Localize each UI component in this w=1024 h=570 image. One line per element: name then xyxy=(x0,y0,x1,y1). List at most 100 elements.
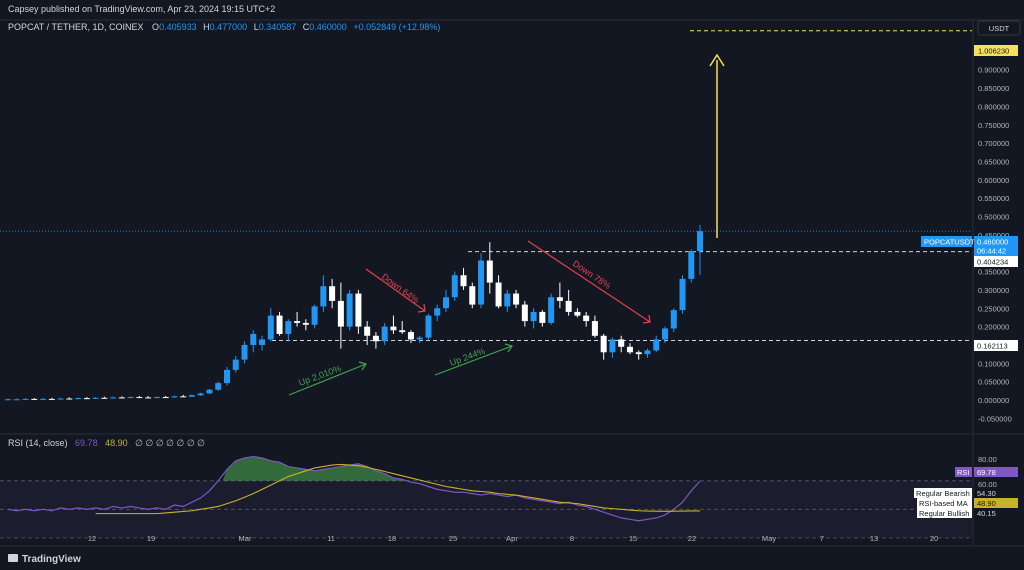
candle-body xyxy=(364,326,371,336)
date-tick-label: 13 xyxy=(870,534,878,543)
bearish-tag-value: 54.30 xyxy=(977,489,996,498)
date-tick-label: 15 xyxy=(629,534,637,543)
candle-body xyxy=(31,398,38,400)
candle-body xyxy=(486,260,493,283)
candle-body xyxy=(188,395,195,397)
candle-body xyxy=(311,306,318,325)
candle-body xyxy=(48,398,55,400)
tv-logo-icon xyxy=(8,554,18,562)
support-tag-text: 0.162113 xyxy=(977,342,1008,351)
currency-badge-text: USDT xyxy=(989,24,1010,33)
low-label: L xyxy=(254,22,259,32)
down-arrow-2-label: Down 78% xyxy=(571,258,613,291)
rsi-title: RSI (14, close) xyxy=(8,438,68,448)
ma-tag-value: 48.90 xyxy=(977,499,996,508)
price-tick-label: 0.450000 xyxy=(978,231,1009,240)
candle-body xyxy=(451,275,458,298)
bullish-tag-value: 40.15 xyxy=(977,509,996,518)
price-tick-label: 0.800000 xyxy=(978,102,1009,111)
candle-body xyxy=(556,297,563,301)
rsi-tag-value-box xyxy=(974,467,1018,477)
candle-body xyxy=(697,231,704,251)
candle-body xyxy=(40,398,47,400)
date-axis[interactable]: 12 19 Mar 11 18 25 Apr 8 15 22 May 7 13 20 xyxy=(88,534,938,543)
up-arrow-2-head xyxy=(504,343,513,353)
high-label: H xyxy=(203,22,210,32)
price-tick-label: 0.050000 xyxy=(978,378,1009,387)
candle-body xyxy=(635,352,642,355)
candle-body xyxy=(294,321,301,323)
rsi-pane[interactable] xyxy=(0,455,972,539)
price-tick-label: 0.750000 xyxy=(978,121,1009,130)
candle-body xyxy=(162,397,169,399)
target-arrow-head xyxy=(709,53,725,67)
horizontal-levels xyxy=(0,30,972,342)
bullish-tag-value-box xyxy=(974,508,1018,518)
price-tick-label: 0.700000 xyxy=(978,139,1009,148)
candle-body xyxy=(513,293,520,305)
currency-badge-box xyxy=(977,20,1021,36)
candle-body xyxy=(153,397,160,399)
close-label: C xyxy=(303,22,310,32)
candle-body xyxy=(504,293,511,307)
last-price-tag-box xyxy=(974,236,1018,256)
countdown-tag-text: 06:44:42 xyxy=(977,247,1006,256)
rsi-axis-tick-60: 60.00 xyxy=(978,480,997,489)
symbol-tag-box xyxy=(921,236,972,247)
candle-body xyxy=(92,397,99,399)
up-arrow-2-line xyxy=(434,345,513,376)
down-arrow-2-head xyxy=(642,314,651,324)
candle-body xyxy=(215,383,222,390)
candle-body xyxy=(57,398,64,400)
candle-body xyxy=(13,399,20,401)
symbol-tag-text: POPCATUSDT xyxy=(924,238,975,247)
candle-body xyxy=(232,359,239,370)
candle-body xyxy=(381,326,388,342)
rsi-overbought-fill xyxy=(222,456,407,481)
candle-body xyxy=(600,335,607,353)
price-tick-label: 0.600000 xyxy=(978,176,1009,185)
header-symbol: POPCAT / TETHER, 1D, COINEX xyxy=(8,22,144,32)
candle-body xyxy=(241,344,248,360)
target-arrow xyxy=(709,53,725,238)
bearish-tag-label: Regular Bearish xyxy=(916,489,970,498)
ma-tag-label-box xyxy=(917,498,972,508)
candle-body xyxy=(66,398,73,400)
candle-body xyxy=(390,326,397,331)
rsi-tag-value: 69.78 xyxy=(977,468,996,477)
up-arrow-1-head xyxy=(358,361,367,371)
currency-badge[interactable]: USDT xyxy=(977,20,1021,36)
last-price-tags: POPCATUSDT 0.460000 06:44:42 xyxy=(921,236,1018,256)
open-label: O xyxy=(152,22,159,32)
target-tag: 1.006230 xyxy=(974,45,1018,56)
ma-tag-value-box xyxy=(974,498,1018,508)
candle-body xyxy=(329,286,336,301)
publisher-line: Capsey published on TradingView.com, Apr… xyxy=(8,4,275,14)
rsi-line xyxy=(7,455,701,522)
candle-body xyxy=(206,389,213,394)
price-axis[interactable]: 0.9500000.9000000.8500000.8000000.750000… xyxy=(978,47,1012,423)
date-tick-label: 7 xyxy=(820,534,824,543)
date-tick-label: 8 xyxy=(570,534,574,543)
candle-body xyxy=(679,278,686,311)
support-tag: 0.162113 xyxy=(974,340,1018,351)
date-tick-label: 12 xyxy=(88,534,96,543)
rsi-tags: RSI 69.78 Regular Bearish 54.30 RSI-base… xyxy=(914,467,1018,518)
candle-body xyxy=(145,397,152,399)
date-tick-label: Apr xyxy=(506,534,518,543)
price-tick-label: 0.500000 xyxy=(978,213,1009,222)
candle-body xyxy=(539,311,546,323)
up-arrow-1-line xyxy=(288,363,367,396)
candle-body xyxy=(259,339,266,345)
down-arrow-1-line xyxy=(365,268,426,312)
candle-body xyxy=(127,397,134,399)
candle-body xyxy=(626,346,633,353)
price-tick-label: 0.200000 xyxy=(978,323,1009,332)
price-tick-label: 0.550000 xyxy=(978,194,1009,203)
tradingview-logo[interactable]: TradingView xyxy=(8,554,81,565)
candle-body xyxy=(355,293,362,327)
down-arrow-1: Down 64% xyxy=(365,268,426,313)
candle-body xyxy=(478,260,485,305)
bullish-tag-label: Regular Bullish xyxy=(919,509,969,518)
